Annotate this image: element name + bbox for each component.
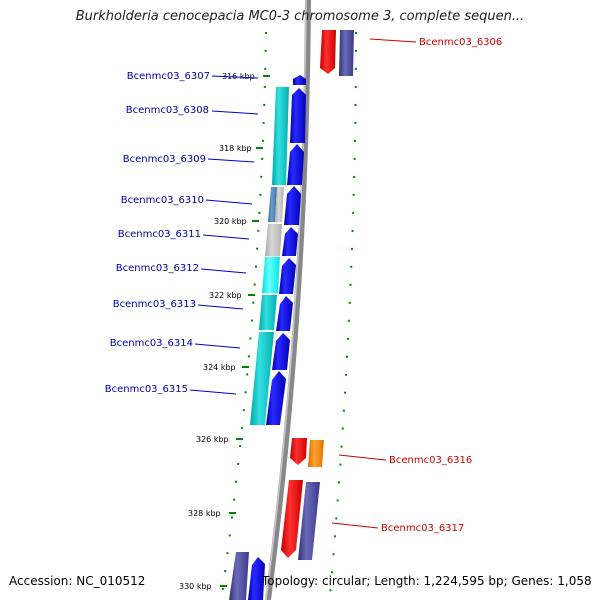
tick-label-320: 320 kbp [214,217,247,226]
cds-feature [266,371,286,425]
gene-label-bcenmc03-6310[interactable]: Bcenmc03_6310 [121,195,204,206]
cds-feature [290,88,306,143]
cog-feature [250,332,274,425]
cds-feature [281,480,303,558]
tick-label-326: 326 kbp [196,435,229,444]
tick-marks [220,75,270,587]
accession-text: Accession: NC_010512 [9,574,146,588]
gene-label-bcenmc03-6314[interactable]: Bcenmc03_6314 [110,338,193,349]
cog-feature [272,87,289,185]
cds-feature [293,75,306,85]
cds-feature [320,30,336,74]
outer-cog-track [298,30,354,560]
chromosome-backbone [265,0,311,600]
cds-feature [282,227,298,256]
gene-label-bcenmc03-6315[interactable]: Bcenmc03_6315 [105,384,188,395]
cds-feature [284,186,301,225]
cog-feature [275,187,284,222]
left-label-leaders [189,75,259,395]
tick-label-316: 316 kbp [222,72,255,81]
cds-feature [272,333,290,370]
cds-feature [287,144,304,185]
gene-label-bcenmc03-6307[interactable]: Bcenmc03_6307 [127,71,210,82]
chromosome-backbone-highlight [265,0,307,600]
reverse-cds-track [281,30,336,558]
tick-label-328: 328 kbp [188,509,221,518]
cds-feature [276,296,293,331]
cog-feature [268,187,277,222]
gene-label-bcenmc03-6308[interactable]: Bcenmc03_6308 [126,105,209,116]
gene-label-bcenmc03-6313[interactable]: Bcenmc03_6313 [113,299,196,310]
inner-guide-track [221,31,267,596]
outer-guide-track [329,31,357,596]
tick-label-324: 324 kbp [203,363,236,372]
gene-label-bcenmc03-6311[interactable]: Bcenmc03_6311 [118,229,201,240]
tick-labels: 316 kbp 318 kbp 320 kbp 322 kbp 324 kbp … [179,72,255,591]
gene-label-bcenmc03-6317[interactable]: Bcenmc03_6317 [381,523,464,534]
cog-feature [308,440,324,467]
cds-feature [290,438,307,465]
cog-feature [339,30,354,76]
cog-color-track [229,87,289,600]
genome-info-text: Topology: circular; Length: 1,224,595 bp… [262,574,592,588]
gene-label-bcenmc03-6309[interactable]: Bcenmc03_6309 [123,154,206,165]
cog-feature [298,482,320,560]
gene-label-bcenmc03-6316[interactable]: Bcenmc03_6316 [389,455,472,466]
gene-label-bcenmc03-6306[interactable]: Bcenmc03_6306 [419,37,502,48]
cog-feature [259,295,277,330]
cog-feature [229,552,249,600]
left-gene-labels: Bcenmc03_6307 Bcenmc03_6308 Bcenmc03_630… [105,71,210,395]
cog-feature [262,257,280,293]
right-gene-labels: Bcenmc03_6306 Bcenmc03_6316 Bcenmc03_631… [381,37,502,534]
gene-label-bcenmc03-6312[interactable]: Bcenmc03_6312 [116,263,199,274]
forward-cds-track [248,75,306,600]
tick-label-318: 318 kbp [219,144,252,153]
tick-label-322: 322 kbp [209,291,242,300]
right-label-leaders [331,38,417,529]
cds-feature [279,258,296,294]
tick-label-330: 330 kbp [179,582,212,591]
cog-feature [265,224,282,256]
cds-feature [248,557,265,600]
map-title: Burkholderia cenocepacia MC0-3 chromosom… [75,9,525,24]
